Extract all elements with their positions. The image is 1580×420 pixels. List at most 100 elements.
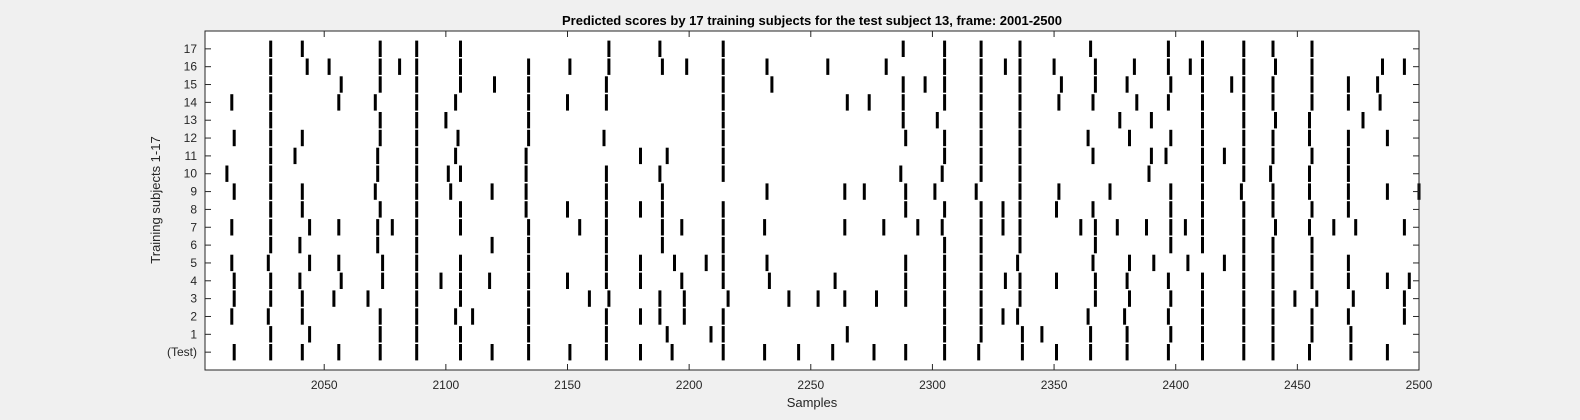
event-mark (1242, 290, 1246, 307)
event-mark (682, 290, 686, 307)
chart-title: Predicted scores by 17 training subjects… (562, 13, 1062, 28)
event-mark (415, 147, 419, 165)
x-axis-label: Samples (787, 395, 838, 410)
event-mark (979, 326, 983, 343)
event-mark (300, 308, 304, 325)
event-mark (904, 201, 908, 218)
event-mark (1169, 326, 1173, 343)
event-mark (721, 236, 725, 254)
event-mark (1201, 183, 1204, 200)
x-tick-label: 2400 (1162, 378, 1189, 392)
event-mark (232, 290, 236, 307)
event-mark (1108, 183, 1112, 200)
event-mark (1166, 272, 1170, 289)
event-mark (1166, 308, 1170, 325)
event-mark (488, 272, 492, 289)
event-mark (1222, 254, 1226, 272)
event-mark (459, 290, 462, 307)
event-mark (269, 236, 273, 254)
event-mark (293, 147, 297, 165)
event-mark (1186, 254, 1190, 272)
event-mark (1310, 76, 1314, 93)
x-tick-label: 2500 (1406, 378, 1433, 392)
event-mark (1349, 344, 1353, 361)
event-mark (639, 201, 642, 218)
event-mark (230, 308, 234, 325)
event-mark (327, 58, 331, 75)
event-mark (1242, 201, 1246, 218)
event-mark (381, 272, 385, 289)
event-mark (1242, 308, 1246, 325)
event-mark (1274, 58, 1277, 75)
event-mark (1169, 201, 1173, 218)
event-mark (1201, 94, 1204, 111)
event-mark (904, 290, 908, 307)
event-mark (639, 272, 642, 289)
event-mark (604, 183, 608, 200)
event-mark (308, 326, 312, 343)
event-mark (787, 290, 791, 307)
y-tick-label: 7 (190, 220, 197, 234)
event-mark (1201, 147, 1204, 165)
event-mark (415, 58, 419, 75)
event-mark (1018, 76, 1022, 93)
event-mark (1354, 219, 1358, 236)
event-mark (1169, 129, 1173, 147)
event-mark (1169, 183, 1173, 200)
event-mark (904, 254, 908, 272)
event-mark (1018, 290, 1022, 307)
event-mark (721, 147, 725, 165)
event-mark (867, 94, 871, 111)
event-mark (459, 344, 462, 361)
event-mark (604, 272, 608, 289)
event-mark (721, 94, 725, 111)
event-mark (566, 272, 569, 289)
event-mark (940, 165, 944, 182)
event-mark (1018, 58, 1022, 75)
event-mark (1201, 344, 1204, 361)
event-mark (933, 183, 937, 200)
event-mark (1093, 219, 1097, 236)
event-mark (1349, 326, 1353, 343)
event-mark (658, 40, 662, 57)
event-mark (1242, 165, 1246, 182)
event-mark (1308, 344, 1311, 361)
event-mark (415, 290, 419, 307)
event-mark (415, 183, 419, 200)
event-mark (904, 272, 908, 289)
event-mark (1201, 165, 1204, 182)
event-mark (1310, 94, 1314, 111)
event-mark (454, 147, 458, 165)
event-mark (269, 165, 273, 182)
event-mark (527, 236, 531, 254)
event-mark (1169, 219, 1173, 236)
event-mark (1089, 344, 1093, 361)
event-mark (1201, 112, 1204, 129)
event-mark (943, 236, 947, 254)
event-mark (1055, 272, 1058, 289)
event-mark (899, 165, 903, 182)
event-mark (298, 236, 302, 254)
event-mark (1149, 147, 1153, 165)
event-mark (300, 201, 304, 218)
event-mark (721, 40, 725, 57)
event-mark (527, 272, 531, 289)
event-mark (843, 219, 847, 236)
event-mark (1166, 344, 1170, 361)
event-mark (1093, 236, 1097, 254)
event-mark (1346, 147, 1350, 165)
event-mark (1001, 201, 1005, 218)
event-mark (604, 308, 608, 325)
event-mark (337, 254, 341, 272)
event-mark (459, 76, 462, 93)
event-mark (901, 40, 905, 57)
event-mark (459, 272, 462, 289)
event-mark (1274, 219, 1277, 236)
y-tick-label: 16 (184, 60, 198, 74)
event-mark (381, 254, 385, 272)
event-mark (604, 326, 608, 343)
event-mark (459, 254, 462, 272)
event-mark (639, 254, 642, 272)
event-mark (459, 219, 462, 236)
